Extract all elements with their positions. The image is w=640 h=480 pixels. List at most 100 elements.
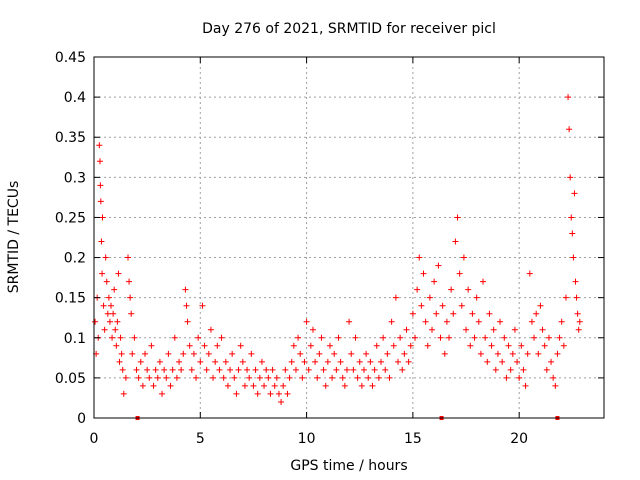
data-point [524,350,531,357]
data-point [258,358,265,365]
data-point [297,350,304,357]
y-tick-label: 0.05 [55,371,86,387]
data-point [497,318,504,325]
y-tick-label: 0.15 [55,291,86,307]
data-point [420,270,427,277]
data-point [246,374,253,381]
data-point [463,326,470,333]
data-point [301,358,308,365]
data-point [120,390,127,397]
data-point [105,294,112,301]
data-point [522,382,529,389]
data-point [127,294,134,301]
data-point [305,366,312,373]
data-point [106,318,113,325]
data-point [352,334,359,341]
data-point [195,334,202,341]
tick-labels: 0 0.05 0.1 0.15 0.2 0.25 0.3 0.35 0.4 0.45 0 5 10 15 2… [55,50,528,447]
data-point [412,334,419,341]
y-tick-label: 0.25 [55,210,86,226]
data-point [350,366,357,373]
data-point [505,342,512,349]
data-point [392,294,399,301]
data-point [286,374,293,381]
data-point [133,366,140,373]
data-point [441,350,448,357]
data-point [256,374,263,381]
data-point [244,366,251,373]
data-point [212,358,219,365]
data-point [507,366,514,373]
data-point [371,366,378,373]
data-point [401,350,408,357]
data-point [222,358,229,365]
data-point [109,334,116,341]
data-point [237,342,244,349]
data-point [416,254,423,261]
data-point [324,358,331,365]
y-tick-label: 0.4 [64,90,86,106]
data-point [182,286,189,293]
data-point [509,350,516,357]
data-point [337,358,344,365]
data-point [97,198,104,205]
data-point [119,366,126,373]
data-point [173,374,180,381]
data-point [104,310,111,317]
data-point [576,318,583,325]
data-point [390,342,397,349]
data-point [363,350,370,357]
data-point [156,358,163,365]
data-point [252,366,259,373]
data-point [458,302,465,309]
data-point [207,326,214,333]
data-point [373,342,380,349]
data-point [570,254,577,261]
data-point [450,310,457,317]
data-point [562,294,569,301]
y-axis-label: SRMTID / TECUs [6,181,22,294]
data-point [518,342,525,349]
data-point [377,358,384,365]
data-point [96,142,103,149]
data-point [292,366,299,373]
data-point [354,374,361,381]
data-point [431,278,438,285]
data-point [184,318,191,325]
data-point [176,358,183,365]
data-point [382,366,389,373]
data-point [574,310,581,317]
data-point [125,254,132,261]
data-point [531,334,538,341]
data-point [471,334,478,341]
data-point [467,342,474,349]
data-point [113,342,120,349]
data-point [535,350,542,357]
data-point [135,374,142,381]
data-point [407,342,414,349]
x-tick-label: 15 [404,431,422,447]
data-point [346,318,353,325]
data-point [112,326,119,333]
data-point [110,310,117,317]
data-point [150,382,157,389]
data-point [231,374,238,381]
x-tick-label: 20 [510,431,528,447]
data-point [322,382,329,389]
data-point [241,382,248,389]
data-point [380,334,387,341]
data-point [486,310,493,317]
data-point [318,334,325,341]
data-point [99,214,106,221]
data-point [539,326,546,333]
data-point [117,334,124,341]
data-point [548,358,555,365]
data-point [161,366,168,373]
data-point [395,358,402,365]
data-point [424,342,431,349]
data-point [309,326,316,333]
data-point [233,390,240,397]
data-point [263,366,270,373]
data-point [397,334,404,341]
